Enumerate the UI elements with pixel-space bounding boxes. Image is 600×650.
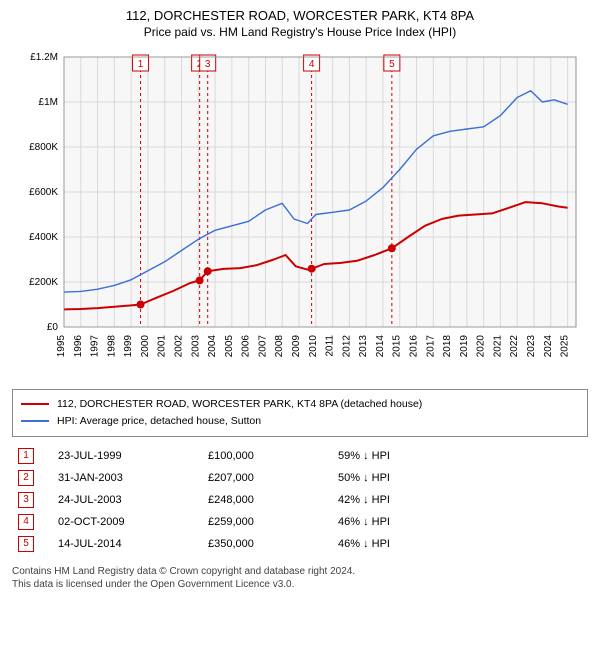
svg-text:£1M: £1M (39, 97, 58, 108)
svg-text:£200K: £200K (29, 277, 58, 288)
sale-price: £259,000 (208, 516, 338, 528)
sale-row: 3 24-JUL-2003£248,00042% ↓ HPI (12, 489, 588, 511)
sale-date: 31-JAN-2003 (58, 472, 208, 484)
sale-row: 2 31-JAN-2003£207,00050% ↓ HPI (12, 467, 588, 489)
sale-price: £350,000 (208, 538, 338, 550)
sale-row: 5 14-JUL-2014£350,00046% ↓ HPI (12, 533, 588, 555)
sale-diff: 59% ↓ HPI (338, 450, 488, 462)
svg-text:£600K: £600K (29, 187, 58, 198)
legend-swatch (21, 403, 49, 405)
legend: 112, DORCHESTER ROAD, WORCESTER PARK, KT… (12, 389, 588, 437)
chart-title: 112, DORCHESTER ROAD, WORCESTER PARK, KT… (12, 8, 588, 23)
svg-text:2020: 2020 (476, 335, 487, 358)
svg-text:£1.2M: £1.2M (30, 52, 58, 63)
svg-text:2015: 2015 (392, 335, 403, 358)
svg-text:2016: 2016 (409, 335, 420, 358)
sale-diff: 42% ↓ HPI (338, 494, 488, 506)
sale-price: £248,000 (208, 494, 338, 506)
svg-text:3: 3 (205, 59, 211, 70)
sale-marker: 5 (18, 536, 34, 552)
svg-text:1997: 1997 (90, 335, 101, 358)
chart-area: £0 £200K £400K £600K £800K £1M £1.2M 1995 1996 19… (12, 45, 588, 385)
svg-text:2007: 2007 (257, 335, 268, 358)
svg-text:1995: 1995 (56, 335, 67, 358)
svg-text:2012: 2012 (341, 335, 352, 358)
svg-text:2010: 2010 (308, 335, 319, 358)
title-block: 112, DORCHESTER ROAD, WORCESTER PARK, KT… (12, 8, 588, 39)
svg-text:2014: 2014 (375, 335, 386, 358)
sale-date: 24-JUL-2003 (58, 494, 208, 506)
svg-text:2006: 2006 (241, 335, 252, 358)
svg-text:2022: 2022 (509, 335, 520, 358)
legend-row: 112, DORCHESTER ROAD, WORCESTER PARK, KT… (21, 396, 579, 413)
svg-text:2001: 2001 (157, 335, 168, 358)
sale-date: 23-JUL-1999 (58, 450, 208, 462)
sale-date: 02-OCT-2009 (58, 516, 208, 528)
svg-text:2000: 2000 (140, 335, 151, 358)
footnote: Contains HM Land Registry data © Crown c… (12, 565, 588, 592)
legend-label: HPI: Average price, detached house, Sutt… (57, 413, 261, 430)
sale-marker: 4 (18, 514, 34, 530)
svg-text:2019: 2019 (459, 335, 470, 358)
svg-text:2004: 2004 (207, 335, 218, 358)
footnote-line2: This data is licensed under the Open Gov… (12, 578, 588, 592)
sale-diff: 50% ↓ HPI (338, 472, 488, 484)
svg-text:2024: 2024 (543, 335, 554, 358)
chart-svg: £0 £200K £400K £600K £800K £1M £1.2M 1995 1996 19… (12, 45, 588, 385)
svg-text:5: 5 (389, 59, 395, 70)
sale-price: £100,000 (208, 450, 338, 462)
svg-text:2025: 2025 (560, 335, 571, 358)
sale-marker: 1 (18, 448, 34, 464)
svg-text:2021: 2021 (492, 335, 503, 358)
svg-text:2023: 2023 (526, 335, 537, 358)
chart-subtitle: Price paid vs. HM Land Registry's House … (12, 25, 588, 39)
legend-swatch (21, 420, 49, 422)
sales-table: 1 23-JUL-1999£100,00059% ↓ HPI 2 31-JAN-200… (12, 445, 588, 555)
svg-text:4: 4 (309, 59, 315, 70)
sale-row: 4 02-OCT-2009£259,00046% ↓ HPI (12, 511, 588, 533)
legend-label: 112, DORCHESTER ROAD, WORCESTER PARK, KT… (57, 396, 422, 413)
svg-text:1999: 1999 (123, 335, 134, 358)
svg-text:2005: 2005 (224, 335, 235, 358)
sale-diff: 46% ↓ HPI (338, 516, 488, 528)
svg-text:1998: 1998 (106, 335, 117, 358)
svg-text:2003: 2003 (190, 335, 201, 358)
svg-text:2002: 2002 (174, 335, 185, 358)
svg-text:£800K: £800K (29, 142, 58, 153)
svg-text:£0: £0 (47, 322, 59, 333)
svg-text:1: 1 (138, 59, 144, 70)
svg-text:2011: 2011 (325, 335, 336, 357)
sale-marker: 3 (18, 492, 34, 508)
sale-diff: 46% ↓ HPI (338, 538, 488, 550)
chart-container: 112, DORCHESTER ROAD, WORCESTER PARK, KT… (0, 0, 600, 650)
svg-text:2017: 2017 (425, 335, 436, 358)
svg-text:2008: 2008 (274, 335, 285, 358)
legend-row: HPI: Average price, detached house, Sutt… (21, 413, 579, 430)
svg-text:£400K: £400K (29, 232, 58, 243)
sale-row: 1 23-JUL-1999£100,00059% ↓ HPI (12, 445, 588, 467)
svg-text:2013: 2013 (358, 335, 369, 358)
svg-text:1996: 1996 (73, 335, 84, 358)
footnote-line1: Contains HM Land Registry data © Crown c… (12, 565, 588, 579)
svg-text:2009: 2009 (291, 335, 302, 358)
sale-date: 14-JUL-2014 (58, 538, 208, 550)
sale-marker: 2 (18, 470, 34, 486)
sale-price: £207,000 (208, 472, 338, 484)
svg-text:2018: 2018 (442, 335, 453, 358)
